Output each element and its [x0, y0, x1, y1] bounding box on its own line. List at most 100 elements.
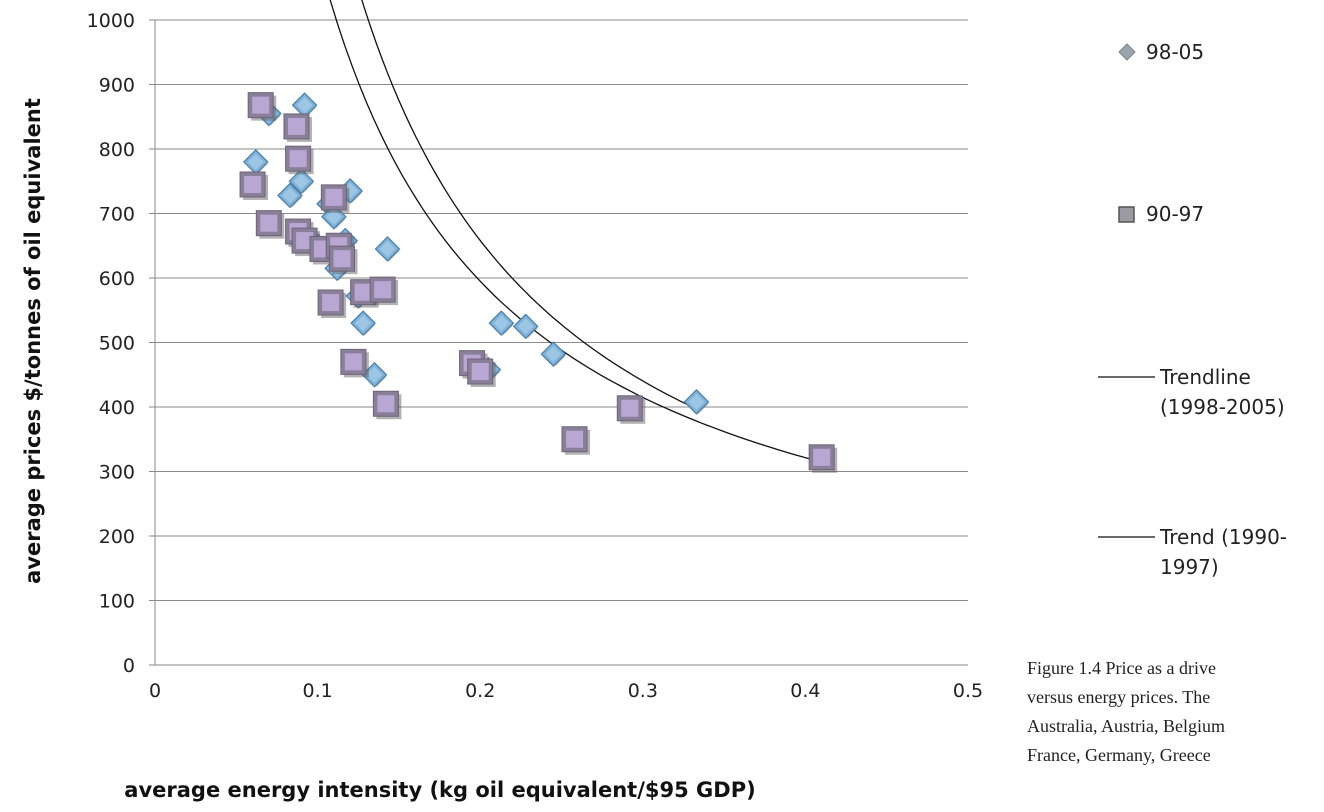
y-tick-label: 600 [99, 268, 135, 290]
trendline [329, 0, 822, 463]
y-tick-label: 300 [99, 462, 135, 484]
data-series [239, 92, 838, 473]
y-tick-label: 500 [99, 333, 135, 355]
legend: 98-05 90-97 Trendline (1998-2005) Trend (199… [1098, 40, 1287, 579]
x-tick-label: 0.4 [790, 680, 820, 702]
marker-face [354, 283, 372, 301]
legend-label: 1997) [1160, 555, 1219, 579]
data-point-90-97 [320, 184, 350, 213]
marker-highlight [493, 315, 510, 332]
marker-face [566, 430, 584, 448]
data-point-90-97 [255, 210, 285, 239]
data-point-98-05 [488, 310, 515, 336]
data-point-98-05 [374, 236, 401, 262]
data-point-90-97 [467, 358, 496, 388]
x-axis-title: average energy intensity (kg oil equival… [124, 778, 755, 802]
legend-item: Trend (1990- 1997) [1098, 525, 1287, 579]
data-point-90-97 [372, 390, 402, 420]
legend-label: Trend (1990- [1159, 525, 1287, 549]
x-tick-label: 0.1 [302, 680, 332, 702]
marker-face [621, 399, 639, 417]
marker-highlight [281, 187, 298, 204]
y-tick-label: 200 [99, 526, 135, 548]
marker-face [322, 294, 340, 312]
data-point-98-05 [277, 182, 303, 209]
legend-label: Trendline [1159, 365, 1251, 389]
data-point-98-05 [361, 361, 388, 388]
data-point-98-05 [683, 388, 710, 415]
legend-item: 90-97 [1118, 202, 1204, 226]
x-tick-label: 0 [149, 680, 161, 702]
y-tick-label: 800 [99, 139, 135, 161]
y-tick-label: 0 [123, 655, 135, 677]
marker-face [471, 363, 489, 381]
y-axis-title: average prices $/tonnes of oil equivalen… [21, 98, 45, 584]
data-point-90-97 [808, 444, 838, 473]
marker-face [296, 232, 314, 250]
legend-item: Trendline (1998-2005) [1098, 365, 1285, 419]
caption-line: France, Germany, Greece [1027, 745, 1211, 765]
data-point-90-97 [317, 289, 347, 319]
marker-face [374, 281, 392, 299]
marker-highlight [293, 173, 310, 190]
data-point-90-97 [340, 348, 369, 378]
legend-label: 98-05 [1146, 40, 1204, 64]
data-point-98-05 [540, 341, 567, 367]
y-tick-label: 1000 [87, 10, 135, 32]
data-point-90-97 [283, 113, 312, 142]
legend-label: (1998-2005) [1160, 395, 1285, 419]
trendlines [329, 0, 822, 463]
caption-line: Australia, Austria, Belgium [1027, 716, 1225, 736]
y-tick-label: 700 [99, 204, 135, 226]
marker-highlight [517, 318, 534, 335]
marker-face [813, 448, 831, 466]
marker-face [325, 188, 343, 206]
x-tick-label: 0.2 [465, 680, 495, 702]
data-point-90-97 [285, 145, 314, 175]
marker-face [252, 96, 270, 114]
marker-face [260, 214, 278, 232]
y-tick-label: 400 [99, 397, 135, 419]
marker-face [289, 150, 307, 168]
marker-face [377, 395, 395, 413]
marker-highlight [296, 97, 313, 114]
marker-face [333, 250, 351, 268]
marker-highlight [325, 208, 342, 225]
marker-face [287, 117, 305, 135]
gridlines [155, 19, 968, 601]
caption-line: Figure 1.4 Price as a drive [1027, 658, 1216, 678]
caption-line: versus energy prices. The [1027, 687, 1211, 707]
legend-diamond-icon [1118, 43, 1136, 61]
y-tick-label: 900 [99, 75, 135, 97]
data-point-98-05 [512, 313, 539, 340]
data-point-90-97 [247, 92, 277, 121]
marker-highlight [688, 393, 705, 410]
data-point-90-97 [369, 276, 399, 306]
marker-highlight [355, 315, 372, 332]
data-point-98-05 [242, 149, 269, 175]
legend-item: 98-05 [1118, 40, 1204, 64]
trendline [361, 0, 697, 410]
data-point-98-05 [321, 203, 347, 230]
marker-face [344, 353, 362, 371]
marker-face [244, 175, 262, 193]
legend-label: 90-97 [1146, 202, 1204, 226]
marker-highlight [545, 346, 562, 363]
x-tick-label: 0.5 [953, 680, 983, 702]
data-point-98-05 [291, 92, 318, 118]
marker-highlight [247, 153, 264, 170]
marker-highlight [366, 366, 383, 383]
figure-caption: Figure 1.4 Price as a drive versus energ… [1027, 654, 1324, 770]
data-point-98-05 [350, 310, 376, 336]
data-point-90-97 [328, 245, 358, 275]
axes: 0 100 200 300 400 500 600 700 800 900 1000 0 0.1 0.2 0… [87, 10, 983, 702]
x-tick-label: 0.3 [628, 680, 658, 702]
data-point-90-97 [616, 395, 646, 424]
data-point-90-97 [561, 426, 591, 455]
marker-highlight [379, 240, 396, 257]
legend-square-icon [1118, 206, 1135, 223]
data-point-90-97 [239, 171, 269, 200]
data-point-98-05 [288, 168, 315, 195]
y-tick-label: 100 [99, 591, 135, 613]
